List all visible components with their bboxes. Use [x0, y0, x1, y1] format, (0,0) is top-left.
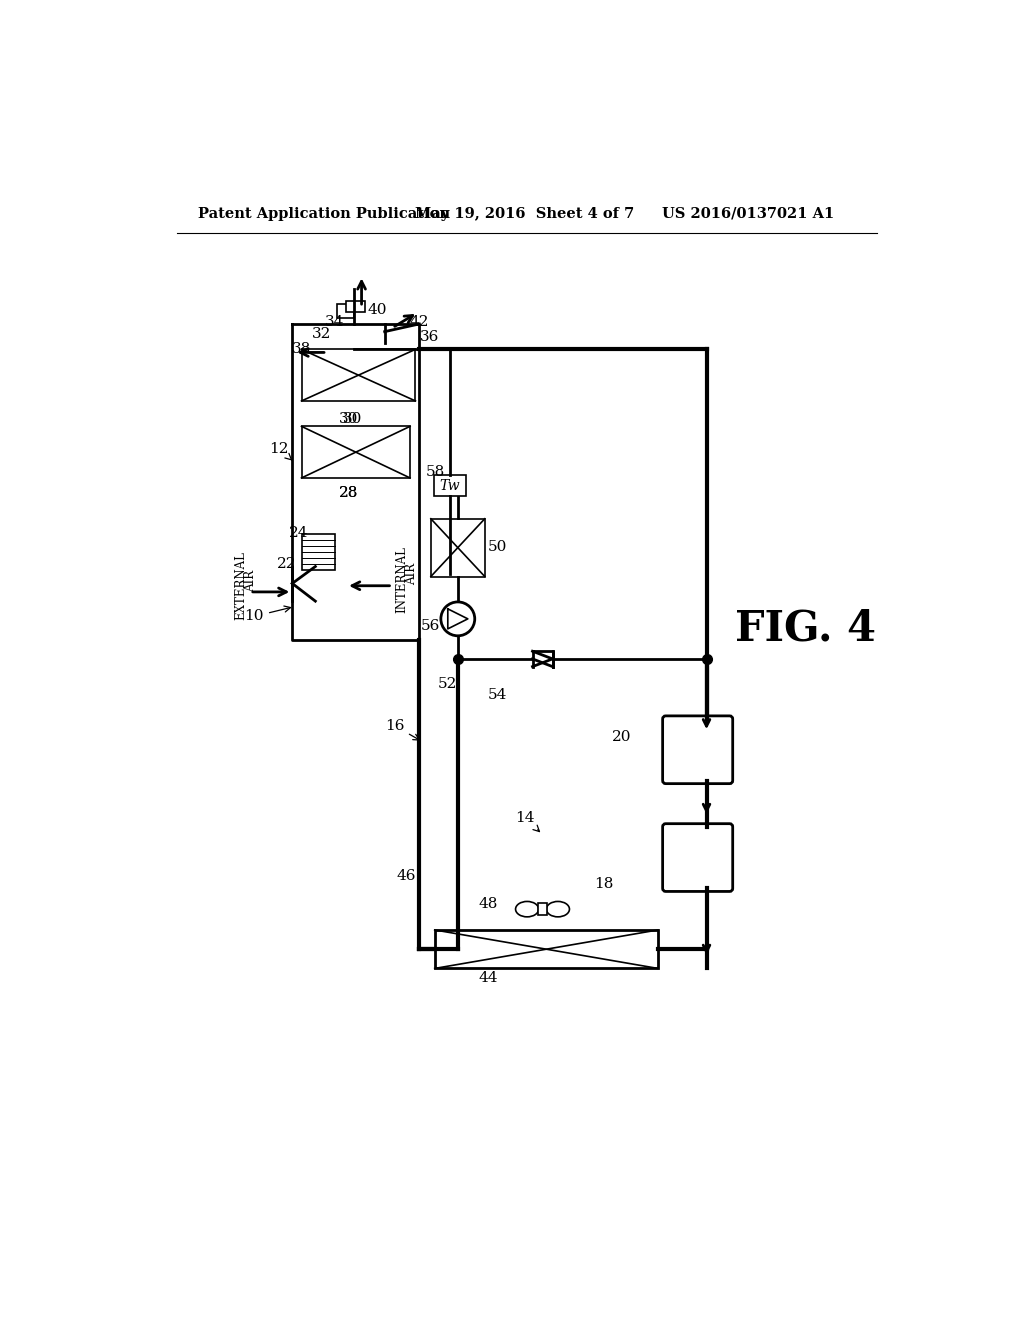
Text: 56: 56: [421, 619, 440, 632]
Text: FIG. 4: FIG. 4: [735, 607, 876, 649]
Text: EXTERNAL: EXTERNAL: [234, 552, 247, 620]
Bar: [435, 929, 658, 969]
Text: 38: 38: [292, 342, 311, 356]
Text: 30: 30: [343, 412, 362, 425]
Text: 34: 34: [325, 314, 344, 329]
Text: 46: 46: [396, 869, 416, 883]
Text: 54: 54: [488, 688, 508, 702]
Bar: [346, 301, 366, 313]
Text: 58: 58: [426, 465, 445, 479]
Text: 40: 40: [368, 304, 387, 317]
Text: 52: 52: [438, 677, 458, 690]
Text: US 2016/0137021 A1: US 2016/0137021 A1: [662, 207, 835, 220]
Text: 24: 24: [289, 527, 308, 540]
Text: 28: 28: [339, 486, 358, 500]
Text: AIR: AIR: [244, 570, 257, 593]
Bar: [301, 426, 410, 478]
Bar: [301, 350, 416, 401]
Text: 16: 16: [385, 718, 420, 741]
Text: 28: 28: [339, 486, 358, 500]
Text: 10: 10: [245, 606, 291, 623]
Text: Patent Application Publication: Patent Application Publication: [199, 207, 451, 220]
Text: 44: 44: [479, 972, 499, 986]
Bar: [431, 519, 484, 577]
Bar: [434, 475, 466, 496]
Text: 12: 12: [269, 442, 292, 461]
Text: AIR: AIR: [406, 564, 418, 585]
Text: 42: 42: [410, 314, 429, 329]
Bar: [337, 304, 354, 318]
Text: 14: 14: [515, 810, 540, 832]
Text: INTERNAL: INTERNAL: [395, 546, 409, 612]
Text: 22: 22: [278, 557, 297, 572]
Text: Tw: Tw: [439, 479, 461, 492]
Text: 32: 32: [312, 327, 331, 341]
Text: 48: 48: [479, 896, 499, 911]
Text: 30: 30: [339, 412, 358, 425]
Text: 18: 18: [594, 876, 613, 891]
Bar: [538, 903, 547, 915]
Bar: [301, 535, 335, 570]
Text: 36: 36: [420, 330, 439, 345]
Text: 50: 50: [487, 540, 507, 554]
Text: 20: 20: [612, 730, 632, 744]
Text: May 19, 2016  Sheet 4 of 7: May 19, 2016 Sheet 4 of 7: [416, 207, 635, 220]
